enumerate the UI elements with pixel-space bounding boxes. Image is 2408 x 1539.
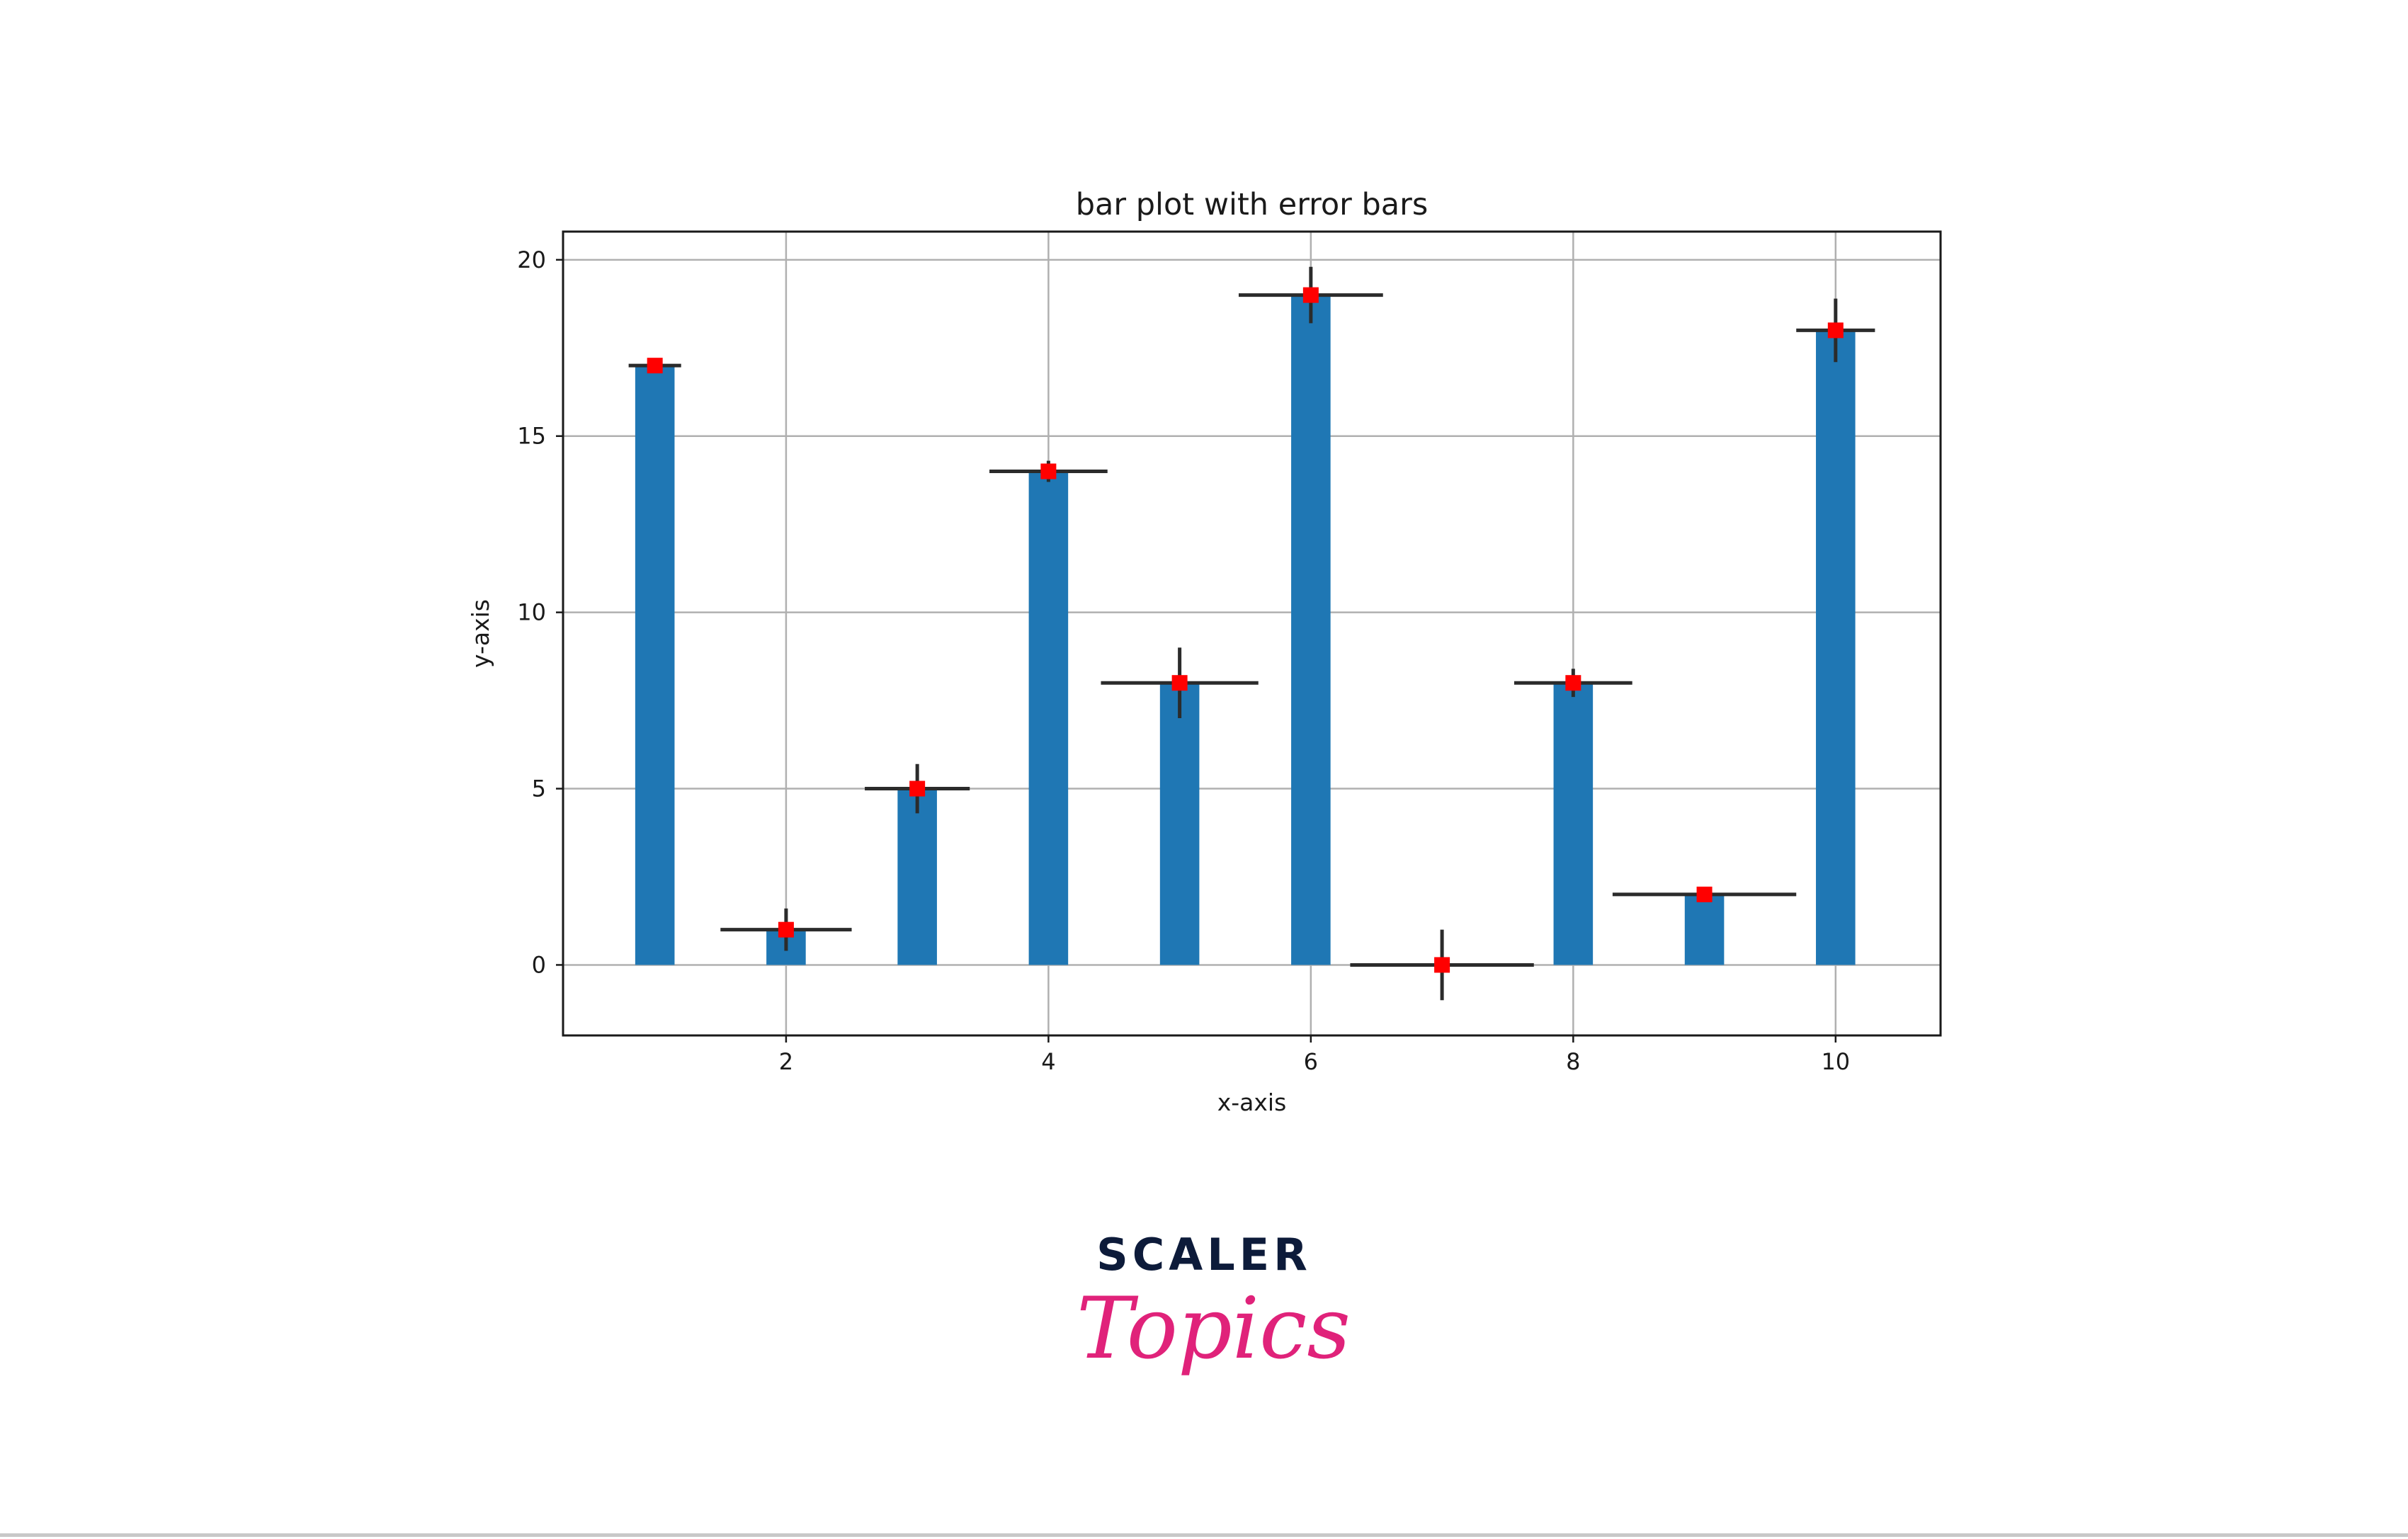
marker-10 bbox=[1827, 322, 1844, 339]
y-tick-label-5: 5 bbox=[532, 776, 546, 802]
x-axis-label: x-axis bbox=[1217, 1089, 1287, 1116]
x-tick-label-2: 2 bbox=[779, 1048, 793, 1075]
y-tick-label-15: 15 bbox=[517, 423, 546, 450]
bar-5 bbox=[1159, 683, 1200, 965]
axis-ticks: 2 4 6 8 10 0 5 10 15 20 bbox=[517, 246, 1850, 1075]
marker-9 bbox=[1696, 886, 1713, 902]
marker-4 bbox=[1040, 463, 1057, 479]
brand-name: SCALER bbox=[1096, 1229, 1312, 1280]
brand-tagline: Topics bbox=[1077, 1280, 1351, 1378]
y-tick-label-0: 0 bbox=[532, 951, 546, 978]
y-tick-label-10: 10 bbox=[517, 599, 546, 626]
marker-3 bbox=[909, 780, 926, 797]
error-bars bbox=[628, 266, 1875, 1001]
y-tick-label-20: 20 bbox=[517, 246, 546, 273]
marker-8 bbox=[1565, 675, 1581, 691]
bar-10 bbox=[1816, 330, 1856, 965]
bar-6 bbox=[1291, 295, 1331, 965]
x-tick-label-6: 6 bbox=[1304, 1048, 1318, 1075]
marker-2 bbox=[778, 921, 794, 938]
brand-logo: SCALER Topics bbox=[1077, 1229, 1351, 1420]
bar-8 bbox=[1553, 683, 1594, 965]
marker-6 bbox=[1302, 287, 1319, 303]
bar-9 bbox=[1684, 894, 1725, 965]
bar-3 bbox=[897, 788, 937, 965]
bar-4 bbox=[1028, 471, 1069, 965]
x-tick-label-4: 4 bbox=[1041, 1048, 1055, 1075]
bottom-divider bbox=[0, 1533, 2408, 1537]
marker-1 bbox=[647, 358, 663, 374]
plot-frame bbox=[562, 230, 1942, 1037]
y-axis-label: y-axis bbox=[467, 599, 494, 668]
data-markers bbox=[647, 287, 1844, 973]
marker-5 bbox=[1171, 675, 1188, 691]
marker-7 bbox=[1434, 957, 1450, 973]
grid-lines bbox=[563, 232, 1941, 1035]
chart-title: bar plot with error bars bbox=[1076, 187, 1428, 222]
x-tick-label-10: 10 bbox=[1821, 1048, 1850, 1075]
bars bbox=[635, 295, 1856, 965]
bar-1 bbox=[635, 365, 675, 965]
x-tick-label-8: 8 bbox=[1566, 1048, 1580, 1075]
